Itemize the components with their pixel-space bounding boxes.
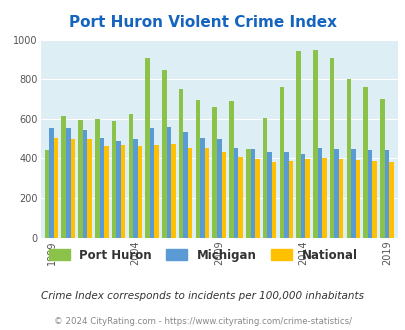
Bar	[49, 128, 53, 238]
Bar	[83, 130, 87, 238]
Bar	[338, 159, 343, 238]
Bar	[233, 148, 238, 238]
Bar	[179, 89, 183, 238]
Bar	[171, 144, 175, 238]
Bar	[70, 139, 75, 238]
Bar	[321, 158, 326, 238]
Bar	[350, 148, 355, 238]
Bar	[238, 157, 242, 238]
Bar	[262, 118, 266, 238]
Bar	[212, 107, 216, 238]
Bar	[384, 150, 388, 238]
Bar	[66, 128, 70, 238]
Bar	[121, 145, 125, 238]
Bar	[284, 152, 288, 238]
Bar	[250, 149, 254, 238]
Bar	[104, 146, 109, 238]
Bar	[371, 161, 376, 238]
Bar	[245, 149, 250, 238]
Bar	[87, 139, 92, 238]
Bar	[288, 161, 292, 238]
Bar	[367, 150, 371, 238]
Bar	[111, 121, 116, 238]
Bar	[355, 160, 359, 238]
Bar	[317, 148, 321, 238]
Bar	[95, 119, 99, 238]
Bar	[266, 152, 271, 238]
Bar	[45, 150, 49, 238]
Bar	[305, 159, 309, 238]
Bar	[329, 58, 334, 238]
Bar	[312, 50, 317, 238]
Bar	[221, 152, 226, 238]
Bar	[346, 79, 350, 238]
Bar	[145, 58, 149, 238]
Bar	[183, 132, 188, 238]
Text: © 2024 CityRating.com - https://www.cityrating.com/crime-statistics/: © 2024 CityRating.com - https://www.city…	[54, 317, 351, 326]
Bar	[137, 146, 142, 238]
Bar	[188, 148, 192, 238]
Bar	[388, 162, 393, 238]
Bar	[279, 87, 283, 238]
Bar	[334, 148, 338, 238]
Bar	[195, 100, 200, 238]
Text: Crime Index corresponds to incidents per 100,000 inhabitants: Crime Index corresponds to incidents per…	[41, 291, 364, 301]
Bar	[116, 141, 121, 238]
Bar	[216, 139, 221, 238]
Bar	[204, 148, 209, 238]
Bar	[362, 87, 367, 238]
Text: Port Huron Violent Crime Index: Port Huron Violent Crime Index	[69, 15, 336, 30]
Bar	[53, 138, 58, 238]
Bar	[300, 154, 305, 238]
Bar	[154, 145, 158, 238]
Bar	[162, 70, 166, 238]
Bar	[296, 51, 300, 238]
Bar	[133, 139, 137, 238]
Bar	[254, 159, 259, 238]
Bar	[229, 101, 233, 238]
Bar	[128, 114, 133, 238]
Bar	[99, 138, 104, 238]
Legend: Port Huron, Michigan, National: Port Huron, Michigan, National	[44, 244, 361, 266]
Bar	[61, 116, 66, 238]
Bar	[149, 128, 154, 238]
Bar	[78, 120, 83, 238]
Bar	[200, 138, 204, 238]
Bar	[271, 162, 276, 238]
Bar	[379, 99, 384, 238]
Bar	[166, 127, 171, 238]
